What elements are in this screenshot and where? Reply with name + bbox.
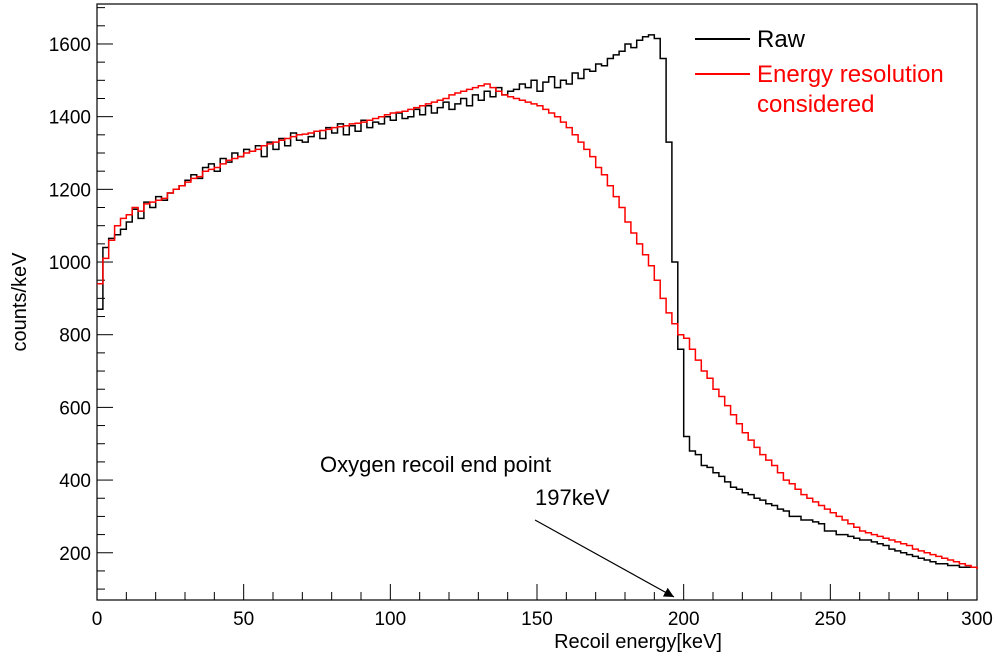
x-tick-label: 300	[961, 609, 993, 630]
legend: Raw Energy resolution considered	[695, 26, 944, 118]
x-tick-label: 250	[814, 609, 846, 630]
legend-label-raw: Raw	[757, 26, 806, 53]
annotation-arrow	[534, 519, 675, 598]
x-tick-label: 150	[521, 609, 553, 630]
y-tick-label: 400	[59, 471, 91, 492]
annotation-text-line1: Oxygen recoil end point	[320, 452, 551, 477]
y-tick-label: 1200	[49, 180, 91, 201]
x-tick-label: 50	[233, 609, 254, 630]
y-tick-label: 1000	[49, 253, 91, 274]
x-tick-label: 200	[668, 609, 700, 630]
legend-label-energy-line2: considered	[757, 91, 874, 118]
series-layer	[97, 34, 978, 570]
series-energy-resolution-line	[97, 83, 978, 570]
y-axis-title: counts/keV	[9, 252, 31, 352]
annotation-endpoint: Oxygen recoil end point 197keV	[320, 452, 675, 598]
y-tick-label: 600	[59, 398, 91, 419]
y-tick-label: 1400	[49, 108, 91, 129]
y-tick-label: 1600	[49, 35, 91, 56]
y-tick-label: 200	[59, 544, 91, 565]
y-axis-ticks: 200 400 600 800 1000 1200 1400 1600	[49, 7, 113, 590]
x-axis-ticks: 0 50 100 150 200 250 300	[92, 584, 993, 630]
x-tick-label: 0	[92, 609, 103, 630]
x-axis-title: Recoil energy[keV]	[554, 631, 722, 653]
y-tick-label: 800	[59, 326, 91, 347]
legend-label-energy-line1: Energy resolution	[757, 61, 944, 88]
x-tick-label: 100	[374, 609, 406, 630]
annotation-text-line2: 197keV	[535, 485, 610, 510]
